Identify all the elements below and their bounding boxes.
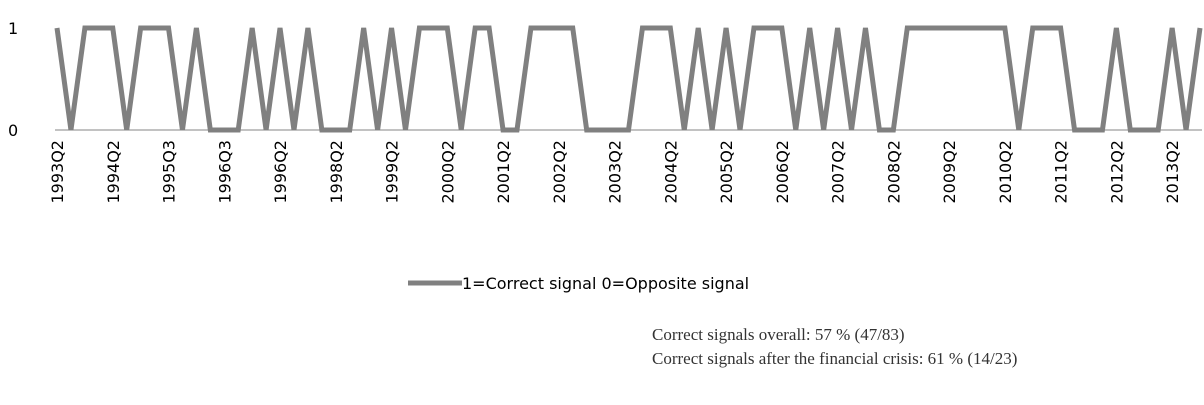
x-tick-label: 1996Q2	[271, 140, 290, 204]
x-tick-label: 1999Q2	[383, 140, 402, 204]
x-tick-label: 1998Q2	[327, 140, 346, 204]
x-tick-label: 1995Q3	[160, 140, 179, 204]
annotation: Correct signals overall: 57 % (47/83)	[652, 325, 905, 344]
x-tick-label: 2012Q2	[1107, 140, 1126, 204]
x-tick-label: 2001Q2	[494, 140, 513, 204]
x-tick-label: 2009Q2	[940, 140, 959, 204]
x-tick-label: 2004Q2	[661, 140, 680, 204]
x-tick-label: 1994Q2	[104, 140, 123, 204]
x-tick-label: 2005Q2	[717, 140, 736, 204]
legend-label: 1=Correct signal 0=Opposite signal	[462, 274, 749, 293]
x-tick-label: 2008Q2	[884, 140, 903, 204]
x-tick-label: 2010Q2	[996, 140, 1015, 204]
x-tick-label: 2000Q2	[438, 140, 457, 204]
y-tick-label: 0	[8, 121, 18, 140]
data-line	[54, 25, 1203, 133]
annotation: Correct signals after the financial cris…	[652, 349, 1017, 368]
x-tick-label: 1996Q3	[215, 140, 234, 204]
x-tick-label: 2003Q2	[606, 140, 625, 204]
x-tick-label: 1993Q2	[48, 140, 67, 204]
x-tick-label: 2006Q2	[773, 140, 792, 204]
x-tick-label: 2013Q2	[1163, 140, 1182, 204]
x-tick-label: 2007Q2	[829, 140, 848, 204]
x-tick-label: 2002Q2	[550, 140, 569, 204]
y-tick-label: 1	[8, 19, 18, 38]
x-tick-label: 2011Q2	[1052, 140, 1071, 204]
